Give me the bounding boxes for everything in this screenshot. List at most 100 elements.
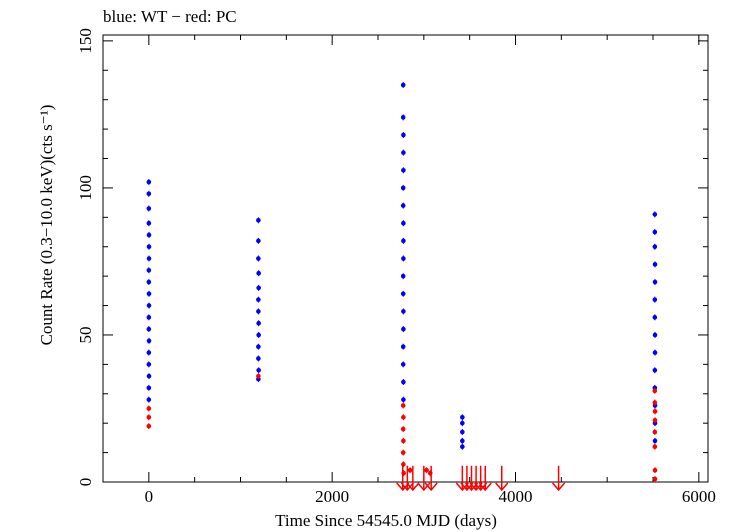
data-point xyxy=(256,373,261,379)
data-point xyxy=(460,415,465,420)
data-point xyxy=(401,379,406,385)
data-point xyxy=(400,185,406,191)
data-point xyxy=(652,262,658,267)
data-point xyxy=(460,438,465,444)
data-marks xyxy=(146,81,658,492)
data-point xyxy=(652,212,658,217)
upper-limit-arrow xyxy=(495,465,509,492)
x-tick-label: 0 xyxy=(145,487,154,506)
data-point xyxy=(146,326,152,332)
data-point xyxy=(256,356,261,361)
y-tick-label: 150 xyxy=(76,28,95,54)
data-point xyxy=(400,403,406,408)
data-point xyxy=(400,362,406,367)
data-point xyxy=(460,429,465,435)
data-point xyxy=(256,285,261,291)
upper-limit-arrow xyxy=(478,465,492,492)
upper-limit-arrow xyxy=(552,465,566,492)
data-point xyxy=(652,429,658,435)
x-tick-label: 4000 xyxy=(499,487,533,506)
x-tick-label: 2000 xyxy=(315,487,349,506)
data-point xyxy=(400,82,406,88)
data-point xyxy=(146,385,152,391)
series-PC xyxy=(146,373,658,492)
data-point xyxy=(256,344,261,350)
data-point xyxy=(407,467,413,473)
data-point xyxy=(146,350,152,355)
chart-title: blue: WT − red: PC xyxy=(103,7,237,26)
data-point xyxy=(400,291,406,297)
data-point xyxy=(652,467,658,473)
data-point xyxy=(401,238,406,244)
data-point xyxy=(256,297,261,302)
x-axis: 0 2000 4000 6000 xyxy=(102,35,716,506)
data-point xyxy=(146,191,152,197)
y-axis: 0 50 100 150 xyxy=(76,28,708,486)
data-point xyxy=(652,400,658,405)
x-tick-label: 6000 xyxy=(682,487,716,506)
data-point xyxy=(401,256,406,261)
data-point xyxy=(652,476,658,482)
data-point xyxy=(256,332,261,338)
upper-limit-arrow xyxy=(424,465,438,492)
data-point xyxy=(652,229,658,235)
x-axis-label: Time Since 54545.0 MJD (days) xyxy=(275,511,497,530)
data-point xyxy=(256,320,261,326)
data-point xyxy=(400,203,406,208)
data-point xyxy=(401,397,406,402)
data-point xyxy=(256,270,261,276)
data-point xyxy=(460,444,465,450)
data-point xyxy=(146,279,152,285)
data-point xyxy=(146,267,152,273)
data-point xyxy=(401,150,406,155)
data-point xyxy=(401,309,406,314)
data-point xyxy=(400,344,406,350)
data-point xyxy=(652,350,658,355)
data-point xyxy=(146,220,152,226)
data-point xyxy=(146,423,152,429)
data-point xyxy=(256,367,261,373)
data-point xyxy=(400,115,406,120)
data-point xyxy=(256,238,261,244)
data-point xyxy=(256,309,261,314)
data-point xyxy=(652,438,658,444)
data-point xyxy=(652,315,658,320)
data-point xyxy=(146,362,152,367)
data-point xyxy=(401,220,406,226)
data-point xyxy=(652,244,658,250)
data-point xyxy=(652,409,658,414)
plot-frame xyxy=(102,34,709,483)
y-tick-label: 50 xyxy=(76,326,95,343)
data-point xyxy=(146,256,152,261)
y-axis-label: Count Rate (0.3−10.0 keV)(cts s⁻¹) xyxy=(37,105,56,346)
data-point xyxy=(424,467,429,473)
data-point xyxy=(401,167,406,173)
upper-limit-arrow xyxy=(400,465,414,492)
data-point xyxy=(146,303,152,308)
data-point xyxy=(400,426,406,432)
data-point xyxy=(652,388,658,394)
data-point xyxy=(400,450,406,455)
data-point xyxy=(256,217,261,223)
data-point xyxy=(652,417,658,423)
data-point xyxy=(146,338,152,344)
data-point xyxy=(652,367,658,373)
data-point xyxy=(146,206,152,211)
data-point xyxy=(400,273,406,279)
data-point xyxy=(652,279,658,285)
data-point xyxy=(401,438,406,444)
data-point xyxy=(652,332,658,338)
data-point xyxy=(146,244,152,250)
data-point xyxy=(146,415,152,420)
data-point xyxy=(256,256,261,261)
series-WT xyxy=(146,81,658,450)
y-tick-label: 0 xyxy=(76,478,95,487)
data-point xyxy=(146,373,152,379)
data-point xyxy=(401,462,406,467)
data-point xyxy=(460,420,465,426)
data-point xyxy=(146,291,152,297)
data-point xyxy=(401,415,406,420)
data-point xyxy=(652,297,658,302)
data-point xyxy=(146,179,152,185)
